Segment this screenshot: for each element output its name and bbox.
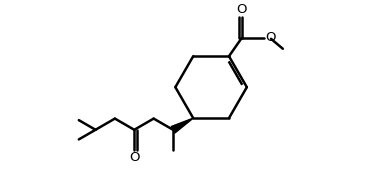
Text: O: O — [129, 151, 140, 164]
Text: O: O — [266, 31, 276, 44]
Text: O: O — [237, 2, 247, 15]
Polygon shape — [171, 118, 193, 133]
